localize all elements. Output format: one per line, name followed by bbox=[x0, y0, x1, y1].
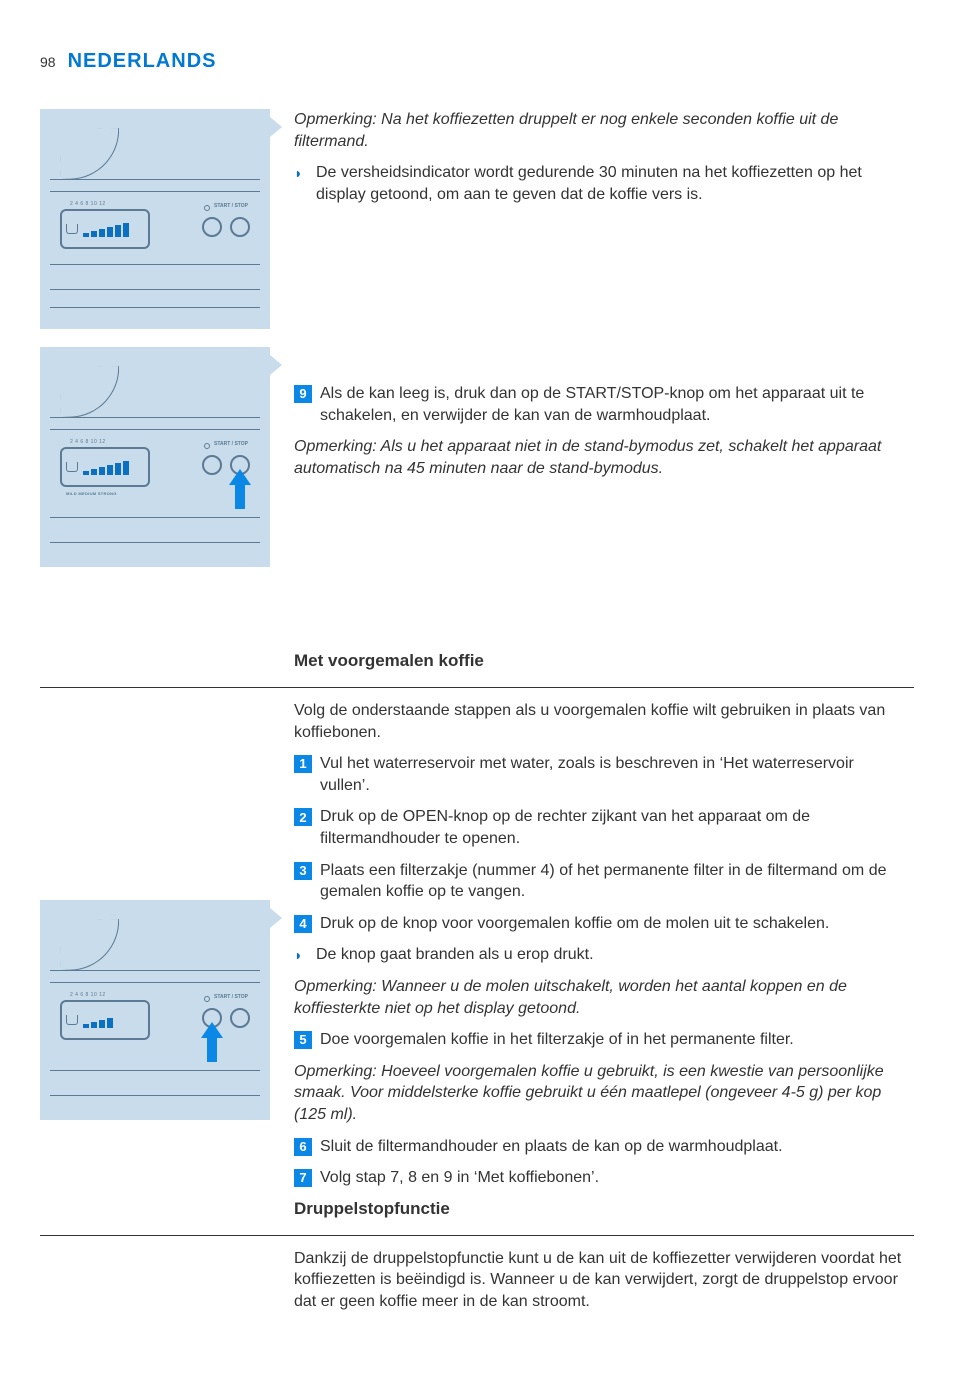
step-1: 1 Vul het waterreservoir met water, zoal… bbox=[294, 753, 904, 796]
bullet-icon: ◗ bbox=[294, 946, 306, 966]
bullet-button-lights: ◗ De knop gaat branden als u erop drukt. bbox=[294, 944, 904, 966]
bullet-text: De versheidsindicator wordt gedurende 30… bbox=[316, 162, 904, 205]
para-dripstop: Dankzij de druppelstopfunctie kunt u de … bbox=[294, 1248, 904, 1313]
note-auto-standby: Opmerking: Als u het apparaat niet in de… bbox=[294, 436, 904, 479]
section-preground-body: 2 4 6 8 10 12 START / STOP Volg de onder… bbox=[40, 700, 914, 1227]
section-preground: Met voorgemalen koffie bbox=[40, 645, 914, 679]
step-6: 6 Sluit de filtermandhouder en plaats de… bbox=[294, 1136, 904, 1158]
step-5: 5 Doe voorgemalen koffie in het filterza… bbox=[294, 1029, 904, 1051]
section-freshness: 2 4 6 8 10 12 START / STOP Opmerking: Na… bbox=[40, 109, 914, 339]
bullet-freshness-indicator: ◗ De versheidsindicator wordt gedurende … bbox=[294, 162, 904, 205]
page-header: 98 NEDERLANDS bbox=[40, 50, 914, 73]
subhead-preground: Met voorgemalen koffie bbox=[294, 651, 904, 671]
illustration-display-freshness: 2 4 6 8 10 12 START / STOP bbox=[40, 109, 270, 329]
note-drip-after-brew: Opmerking: Na het koffiezetten druppelt … bbox=[294, 109, 904, 152]
section-dripstop-body: Dankzij de druppelstopfunctie kunt u de … bbox=[40, 1248, 914, 1323]
step-4: 4 Druk op de knop voor voorgemalen koffi… bbox=[294, 913, 904, 935]
page-number: 98 bbox=[40, 54, 56, 70]
step-text: Als de kan leeg is, druk dan op de START… bbox=[320, 383, 904, 426]
note-grinder-off-display: Opmerking: Wanneer u de molen uitschakel… bbox=[294, 976, 904, 1019]
section-rule bbox=[40, 1235, 914, 1236]
section-step9: 2 4 6 8 10 12 MILD MEDIUM STRONG START /… bbox=[40, 347, 914, 577]
subhead-dripstop: Druppelstopfunctie bbox=[294, 1199, 904, 1219]
step-number: 9 bbox=[294, 385, 312, 403]
step-2: 2 Druk op de OPEN-knop op de rechter zij… bbox=[294, 806, 904, 849]
step-7: 7 Volg stap 7, 8 en 9 in ‘Met koffiebone… bbox=[294, 1167, 904, 1189]
manual-page: 98 NEDERLANDS 2 4 6 8 10 12 bbox=[0, 0, 954, 1390]
bullet-icon: ◗ bbox=[294, 164, 306, 205]
illustration-grinder-off: 2 4 6 8 10 12 START / STOP bbox=[40, 900, 270, 1120]
step-9: 9 Als de kan leeg is, druk dan op de STA… bbox=[294, 383, 904, 426]
note-amount: Opmerking: Hoeveel voorgemalen koffie u … bbox=[294, 1061, 904, 1126]
step-3: 3 Plaats een filterzakje (nummer 4) of h… bbox=[294, 860, 904, 903]
illustration-stop-button: 2 4 6 8 10 12 MILD MEDIUM STRONG START /… bbox=[40, 347, 270, 567]
arrow-up-icon bbox=[229, 469, 251, 509]
language-title: NEDERLANDS bbox=[68, 50, 217, 73]
intro-preground: Volg de onderstaande stappen als u voorg… bbox=[294, 700, 904, 743]
section-rule bbox=[40, 687, 914, 688]
arrow-up-icon bbox=[201, 1022, 223, 1062]
